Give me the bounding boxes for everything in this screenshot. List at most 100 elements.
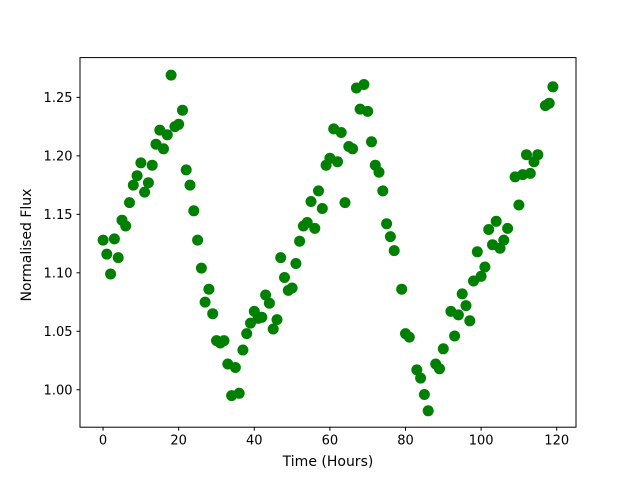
data-point xyxy=(498,234,510,246)
axes-spines xyxy=(79,57,577,428)
data-point xyxy=(290,258,302,269)
data-point xyxy=(471,246,483,258)
data-point xyxy=(177,104,188,116)
data-point xyxy=(366,136,377,148)
data-point xyxy=(260,289,272,301)
data-point xyxy=(396,283,408,295)
data-point xyxy=(521,149,532,161)
data-point xyxy=(524,167,536,179)
data-point xyxy=(479,261,491,273)
data-point xyxy=(105,268,117,280)
data-point xyxy=(313,185,324,197)
data-point xyxy=(97,234,109,246)
data-point xyxy=(256,311,268,323)
y-tick-label: 1.15 xyxy=(44,208,73,223)
data-point xyxy=(218,335,230,347)
y-tick-label: 1.00 xyxy=(44,383,73,398)
data-point xyxy=(502,222,514,234)
data-point xyxy=(335,127,347,138)
data-point xyxy=(388,245,400,257)
data-point xyxy=(237,344,249,356)
data-point xyxy=(309,222,321,234)
y-tick-label: 1.05 xyxy=(44,325,73,340)
data-point xyxy=(532,149,544,161)
data-point xyxy=(127,179,139,191)
data-point xyxy=(120,220,132,232)
x-tick-label: 20 xyxy=(170,434,187,449)
data-point xyxy=(305,196,317,207)
data-point xyxy=(131,170,143,182)
data-point xyxy=(411,364,423,376)
y-tick-label: 1.25 xyxy=(44,91,73,106)
data-point xyxy=(316,203,328,214)
data-point xyxy=(101,248,113,260)
data-point xyxy=(403,331,415,343)
data-point xyxy=(437,343,449,355)
data-point xyxy=(184,179,196,191)
data-point xyxy=(203,283,215,295)
data-point xyxy=(384,231,396,243)
data-point xyxy=(460,300,472,312)
data-point xyxy=(301,217,313,228)
x-tick-label: 40 xyxy=(246,434,263,449)
data-point xyxy=(180,164,192,176)
data-point xyxy=(263,297,275,309)
data-point xyxy=(271,314,283,326)
x-axis-label: Time (Hours) xyxy=(282,454,374,470)
data-point xyxy=(192,234,204,246)
data-point xyxy=(165,69,177,81)
data-point xyxy=(418,389,430,400)
data-point xyxy=(279,272,290,283)
data-point xyxy=(415,372,427,384)
x-tick-label: 100 xyxy=(469,434,494,449)
data-point xyxy=(158,143,169,155)
data-point xyxy=(173,118,185,130)
y-tick-label: 1.10 xyxy=(44,266,73,281)
data-point xyxy=(124,197,135,209)
data-point xyxy=(142,177,154,189)
data-point xyxy=(449,330,461,342)
data-point xyxy=(362,105,374,117)
data-point xyxy=(161,129,173,141)
data-point xyxy=(434,363,445,375)
data-point xyxy=(513,199,525,211)
data-point xyxy=(381,218,393,230)
x-tick-label: 60 xyxy=(322,434,339,449)
data-point xyxy=(199,296,211,308)
data-point xyxy=(286,282,298,294)
data-point xyxy=(358,79,370,90)
data-point xyxy=(347,143,359,155)
x-tick-label: 0 xyxy=(99,434,107,449)
data-point xyxy=(112,252,124,264)
data-points xyxy=(97,69,559,417)
x-tick-label: 120 xyxy=(544,434,569,449)
data-point xyxy=(490,215,502,227)
y-axis-label: Normalised Flux xyxy=(19,189,35,302)
data-point xyxy=(195,262,207,274)
data-point xyxy=(464,315,476,327)
data-point xyxy=(483,224,495,235)
data-point xyxy=(146,159,158,171)
data-point xyxy=(547,81,559,93)
data-point xyxy=(233,387,245,399)
data-point xyxy=(377,185,389,197)
data-point xyxy=(373,166,385,178)
x-tick-label: 80 xyxy=(397,434,414,449)
data-point xyxy=(294,235,306,247)
data-point xyxy=(339,197,351,209)
axis-ticks: 0 20 40 60 80 100 120 1.00 1.05 1.10 1.15 1.20 1.25 xyxy=(44,91,570,449)
data-point xyxy=(108,233,120,245)
data-point xyxy=(332,156,343,168)
data-point xyxy=(422,405,434,417)
data-point xyxy=(188,205,200,217)
data-point xyxy=(275,252,287,264)
y-tick-label: 1.20 xyxy=(44,149,73,164)
data-point xyxy=(475,270,487,282)
data-point xyxy=(139,186,151,198)
data-point xyxy=(267,323,279,335)
data-point xyxy=(543,97,555,109)
data-point xyxy=(135,157,147,169)
data-point xyxy=(229,362,241,373)
